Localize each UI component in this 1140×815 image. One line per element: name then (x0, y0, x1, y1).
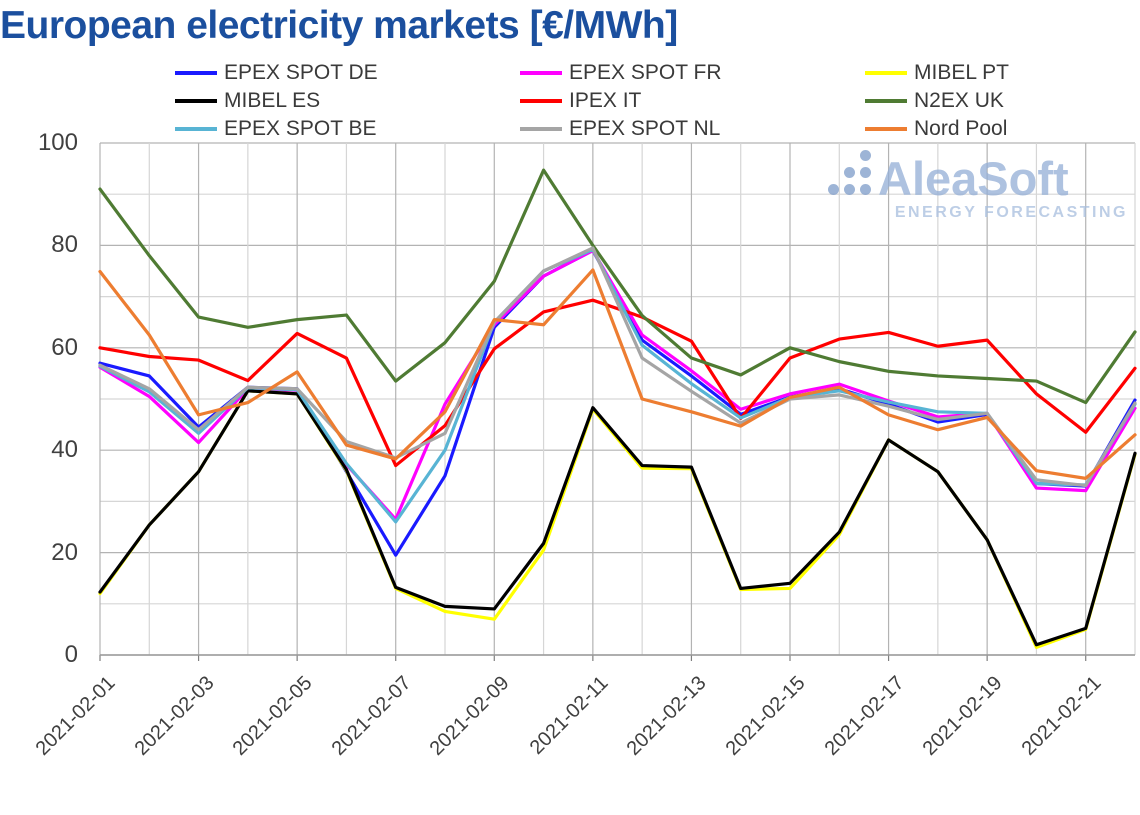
legend-label: MIBEL ES (224, 89, 321, 112)
legend-item-nord-pool: Nord Pool (865, 117, 1007, 141)
logo-dot (860, 184, 871, 195)
legend-item-epex-spot-be: EPEX SPOT BE (175, 117, 377, 141)
aleasoft-watermark: AleaSoft ENERGY FORECASTING (828, 150, 1128, 222)
legend-line-swatch (520, 127, 562, 131)
y-tick-label: 0 (64, 641, 78, 668)
series-line-nord-pool (98, 268, 1137, 480)
legend-line-swatch (520, 99, 562, 103)
series-line-mibel-es (98, 389, 1137, 647)
watermark-name: AleaSoft (878, 152, 1069, 206)
logo-dot (860, 150, 871, 161)
logo-dot (828, 184, 839, 195)
legend-item-mibel-pt: MIBEL PT (865, 61, 1009, 85)
y-tick-label: 100 (37, 129, 78, 156)
legend-line-swatch (520, 71, 562, 75)
legend-line-swatch (865, 99, 907, 103)
logo-dot (844, 184, 855, 195)
legend-label: EPEX SPOT FR (569, 61, 722, 84)
legend-label: EPEX SPOT NL (569, 117, 721, 140)
legend-line-swatch (865, 127, 907, 131)
legend-label: EPEX SPOT DE (224, 61, 378, 84)
legend-line-swatch (175, 71, 217, 75)
legend-label: MIBEL PT (914, 61, 1009, 84)
series-line-ipex-it (98, 298, 1137, 468)
legend-label: IPEX IT (569, 89, 642, 112)
y-tick-label: 20 (51, 538, 78, 566)
y-tick-label: 80 (51, 231, 78, 259)
series-line-n2ex-uk (98, 168, 1137, 405)
logo-dot (860, 167, 871, 178)
y-tick-label: 60 (51, 333, 78, 361)
legend-item-epex-spot-nl: EPEX SPOT NL (520, 117, 720, 141)
legend-item-n2ex-uk: N2EX UK (865, 89, 1004, 113)
logo-dot (844, 167, 855, 178)
legend-item-epex-spot-fr: EPEX SPOT FR (520, 61, 722, 85)
legend-label: EPEX SPOT BE (224, 117, 377, 140)
legend-line-swatch (175, 127, 217, 131)
legend-item-epex-spot-de: EPEX SPOT DE (175, 61, 378, 85)
aleasoft-dots-icon (828, 150, 876, 202)
series-line-mibel-pt (98, 389, 1137, 649)
legend-label: Nord Pool (914, 117, 1008, 140)
y-tick-label: 40 (51, 436, 78, 464)
legend-label: N2EX UK (914, 89, 1004, 112)
chart-title: European electricity markets [€/MWh] (0, 4, 678, 47)
legend-line-swatch (865, 71, 907, 75)
series-line-epex-spot-fr (98, 248, 1137, 521)
legend-item-ipex-it: IPEX IT (520, 89, 641, 113)
legend-item-mibel-es: MIBEL ES (175, 89, 320, 113)
legend-line-swatch (175, 99, 217, 103)
watermark-subtitle: ENERGY FORECASTING (894, 204, 1128, 221)
